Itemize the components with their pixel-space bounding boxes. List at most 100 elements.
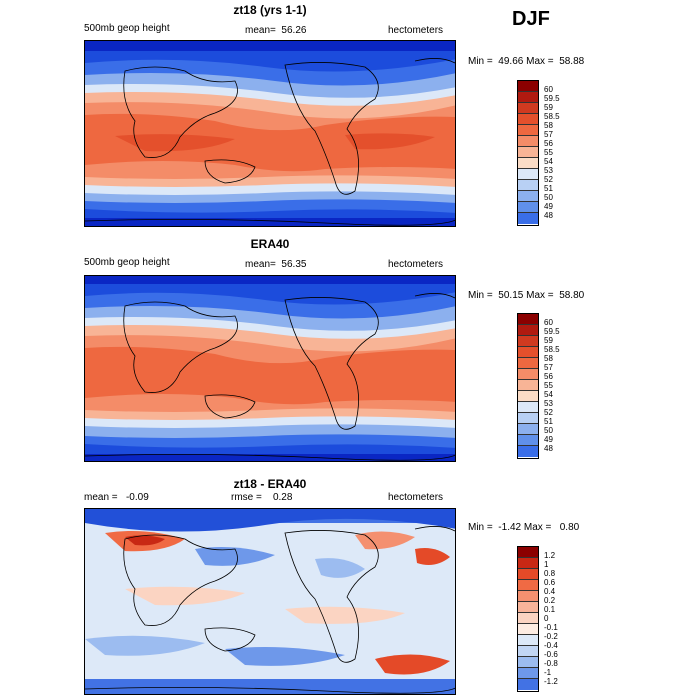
colorbar-2-swatch [518, 424, 538, 435]
colorbar-3-swatch [518, 591, 538, 602]
panel-3-rmse-label: rmse = [231, 492, 262, 503]
colorbar-1-label: 58.5 [544, 112, 560, 121]
colorbar-3-label: 0.6 [544, 578, 556, 587]
colorbar-3-label: -0.6 [544, 650, 558, 659]
colorbar-3-label: -0.2 [544, 632, 558, 641]
colorbar-3-label: 0.1 [544, 605, 556, 614]
colorbar-1-label: 55 [544, 148, 553, 157]
colorbar-1-swatch [518, 202, 538, 213]
colorbar-2-swatch [518, 336, 538, 347]
panel-3-min-value: -1.42 [498, 522, 522, 533]
colorbar-1-swatch [518, 191, 538, 202]
panel-3-units: hectometers [388, 492, 444, 503]
colorbar-2-swatch [518, 413, 538, 424]
colorbar-2-swatch [518, 435, 538, 446]
panel-3-max-value: 0.80 [559, 522, 580, 533]
panel-3-max-label: Max = [523, 522, 552, 533]
colorbar-2-swatch [518, 347, 538, 358]
panel-2-mean-value: 56.35 [281, 259, 307, 270]
colorbar-3-swatch [518, 569, 538, 580]
colorbar-1-label: 52 [544, 175, 553, 184]
colorbar-1-label: 60 [544, 85, 553, 94]
colorbar-1-label: 59.5 [544, 94, 560, 103]
panel-2-colorbar [517, 313, 539, 459]
panel-2-title: ERA40 [250, 237, 290, 251]
panel-3-rmse-value: 0.28 [272, 492, 293, 503]
colorbar-3-swatch [518, 668, 538, 679]
colorbar-1-label: 50 [544, 193, 553, 202]
colorbar-1-swatch [518, 180, 538, 191]
colorbar-1-swatch [518, 114, 538, 125]
colorbar-1-label: 49 [544, 202, 553, 211]
panel-1-mean-label: mean= [245, 25, 276, 36]
colorbar-2-label: 59.5 [544, 327, 560, 336]
panel-3-colorbar [517, 546, 539, 692]
season-label: DJF [512, 8, 550, 30]
panel-2-max-label: Max = [526, 290, 554, 301]
colorbar-1-swatch [518, 147, 538, 158]
colorbar-3-swatch [518, 635, 538, 646]
colorbar-3-label: -0.4 [544, 641, 558, 650]
colorbar-3-swatch [518, 646, 538, 657]
colorbar-2-swatch [518, 380, 538, 391]
panel-3-min-label: Min = [468, 522, 493, 533]
panel-1-map [84, 40, 456, 227]
colorbar-1-swatch [518, 158, 538, 169]
colorbar-3-swatch [518, 624, 538, 635]
colorbar-1-swatch [518, 103, 538, 114]
colorbar-1-label: 57 [544, 130, 553, 139]
panel-1-max-label: Max = [526, 56, 554, 67]
colorbar-2-label: 59 [544, 336, 553, 345]
colorbar-1-swatch [518, 136, 538, 147]
colorbar-1-swatch [518, 169, 538, 180]
panel-2-map-image [85, 276, 455, 461]
colorbar-1-swatch [518, 213, 538, 224]
panel-3-mean: mean = -0.09 [84, 492, 149, 503]
panel-1-colorbar [517, 80, 539, 226]
panel-1-title: zt18 (yrs 1-1) [233, 3, 307, 17]
colorbar-1-label: 59 [544, 103, 553, 112]
colorbar-2-label: 50 [544, 426, 553, 435]
colorbar-3-label: 1.2 [544, 551, 556, 560]
colorbar-2-swatch [518, 358, 538, 369]
colorbar-2-label: 52 [544, 408, 553, 417]
panel-1-minmax: Min = 49.66 Max = 58.88 [468, 56, 584, 67]
colorbar-3-label: 1 [544, 560, 549, 569]
panel-1-field-label: 500mb geop height [84, 23, 170, 34]
colorbar-1-label: 51 [544, 184, 553, 193]
colorbar-2-label: 58.5 [544, 345, 560, 354]
colorbar-2-label: 55 [544, 381, 553, 390]
colorbar-2-label: 60 [544, 318, 553, 327]
panel-3-rmse: rmse = 0.28 [231, 492, 292, 503]
panel-3-title: zt18 - ERA40 [233, 477, 307, 491]
colorbar-1-label: 54 [544, 157, 553, 166]
colorbar-3-label: 0.8 [544, 569, 556, 578]
colorbar-3-label: 0.4 [544, 587, 556, 596]
colorbar-2-swatch [518, 391, 538, 402]
panel-2-units: hectometers [388, 259, 444, 270]
colorbar-3-label: -0.1 [544, 623, 558, 632]
colorbar-3-label: 0 [544, 614, 549, 623]
colorbar-3-swatch [518, 613, 538, 624]
panel-1-mean-value: 56.26 [281, 25, 307, 36]
colorbar-1-label: 58 [544, 121, 553, 130]
panel-3-map [84, 508, 456, 695]
panel-1-units: hectometers [388, 25, 444, 36]
colorbar-3-swatch [518, 679, 538, 690]
panel-2-map [84, 275, 456, 462]
colorbar-3-swatch [518, 547, 538, 558]
panel-2-field-label: 500mb geop height [84, 257, 170, 268]
panel-2-mean: mean= 56.35 [245, 259, 306, 270]
panel-2-minmax: Min = 50.15 Max = 58.80 [468, 290, 584, 301]
colorbar-1-label: 53 [544, 166, 553, 175]
colorbar-3-label: -1 [544, 668, 552, 677]
panel-1-map-image [85, 41, 455, 226]
colorbar-2-swatch [518, 369, 538, 380]
panel-2-min-label: Min = [468, 290, 493, 301]
colorbar-2-swatch [518, 325, 538, 336]
colorbar-3-label: -0.8 [544, 659, 558, 668]
colorbar-3-swatch [518, 602, 538, 613]
colorbar-2-swatch [518, 402, 538, 413]
colorbar-2-label: 56 [544, 372, 553, 381]
panel-2-mean-label: mean= [245, 259, 276, 270]
